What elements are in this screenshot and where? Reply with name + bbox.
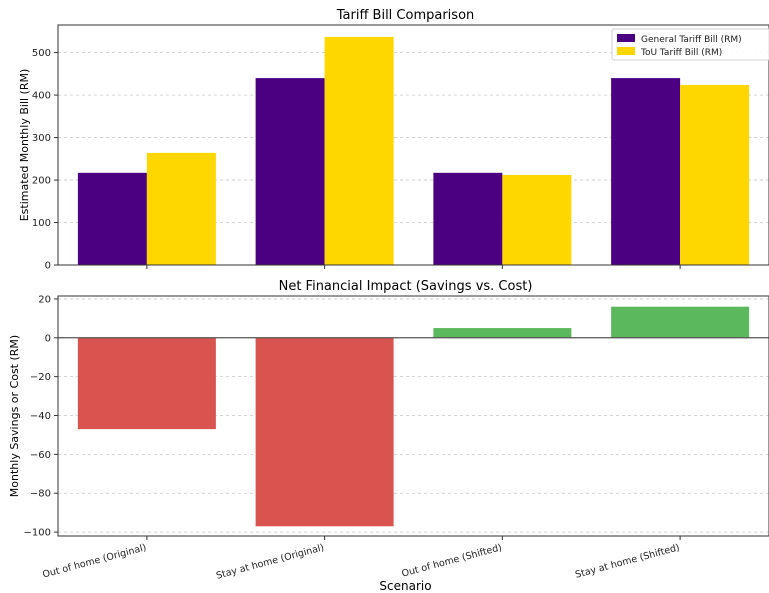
bottom-y-axis-label: Monthly Savings or Cost (RM) [8, 335, 21, 497]
top-axes-frame [57, 24, 769, 266]
y-tick-label: 0 [45, 333, 51, 344]
y-tick-label: −20 [30, 372, 51, 383]
top-y-ticks: 0 100 200 300 400 500 [32, 48, 58, 272]
bottom-bars [77, 306, 750, 527]
y-tick-label: 0 [45, 261, 51, 272]
general-tariff-bar [611, 78, 681, 265]
legend: General Tariff Bill (RM) ToU Tariff Bill … [611, 28, 769, 61]
general-tariff-bar [77, 172, 147, 265]
x-tick-label: Out of home (Shifted) [401, 542, 504, 579]
bottom-grid [58, 298, 769, 533]
x-tick-labels: Out of home (Original) Stay at home (Orig… [41, 536, 681, 582]
cost-bar [255, 337, 394, 527]
y-tick-label: 300 [32, 133, 51, 144]
savings-bar [433, 328, 572, 338]
legend-box [611, 28, 769, 61]
y-tick-label: 400 [32, 91, 51, 102]
legend-swatch [617, 47, 635, 55]
x-axis-label: Scenario [379, 579, 431, 593]
cost-bar [77, 337, 216, 430]
savings-bar [611, 306, 750, 338]
x-tick-label: Stay at home (Original) [215, 542, 325, 581]
legend-label: General Tariff Bill (RM) [641, 35, 742, 45]
top-grid [58, 52, 769, 223]
y-tick-label: 500 [32, 48, 51, 59]
top-bars [77, 36, 750, 269]
general-tariff-bar [255, 78, 325, 265]
y-tick-label: 100 [32, 218, 51, 229]
y-tick-label: −40 [30, 411, 51, 422]
top-y-axis-label: Estimated Monthly Bill (RM) [18, 69, 31, 222]
tou-tariff-bar [502, 174, 572, 265]
legend-label: ToU Tariff Bill (RM) [640, 48, 722, 58]
net-impact-subplot: −100 −80 −60 −40 −20 0 20 Out of home (Origina… [8, 279, 769, 593]
tou-tariff-bar [680, 84, 750, 266]
y-tick-label: −60 [30, 450, 51, 461]
y-tick-label: 200 [32, 176, 51, 187]
y-tick-label: −100 [24, 528, 51, 539]
tou-tariff-bar [324, 36, 394, 266]
bottom-y-ticks: −100 −80 −60 −40 −20 0 20 [24, 294, 58, 539]
x-tick-label: Out of home (Original) [41, 542, 147, 580]
bottom-chart-title: Net Financial Impact (Savings vs. Cost) [279, 279, 533, 294]
general-tariff-bar [433, 172, 503, 265]
legend-swatch [617, 34, 635, 42]
tou-tariff-bar [146, 152, 216, 265]
y-tick-label: −80 [30, 489, 51, 500]
x-tick-label: Stay at home (Shifted) [574, 542, 681, 580]
y-tick-label: 20 [38, 294, 51, 305]
top-chart-title: Tariff Bill Comparison [336, 8, 475, 23]
